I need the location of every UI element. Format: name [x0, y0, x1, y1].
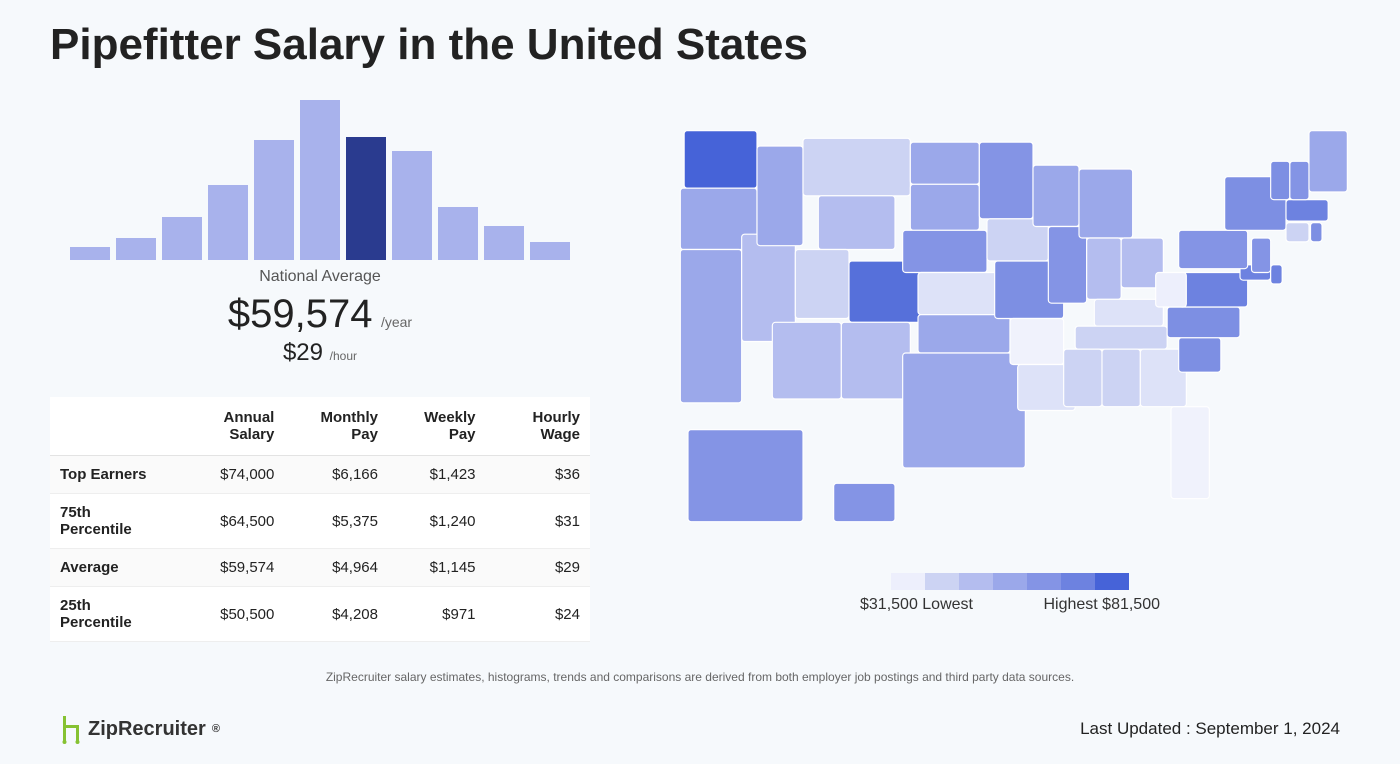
state-WI [1033, 165, 1079, 226]
salary-histogram [70, 100, 570, 260]
state-AR [1010, 319, 1064, 365]
state-KY [1094, 299, 1163, 326]
state-OK [918, 315, 1010, 353]
table-row: 25th Percentile$50,500$4,208$971$24 [50, 587, 590, 642]
state-WA [684, 131, 757, 188]
state-WY [818, 196, 895, 250]
histogram-bar [392, 151, 432, 260]
state-VA [1179, 273, 1248, 308]
footnote: ZipRecruiter salary estimates, histogram… [50, 670, 1350, 684]
state-MT [803, 138, 910, 196]
table-row: Average$59,574$4,964$1,145$29 [50, 549, 590, 587]
state-KS [918, 273, 1002, 315]
state-NM [841, 322, 910, 399]
state-NC [1167, 307, 1240, 338]
histogram-bar [300, 100, 340, 260]
state-SD [910, 184, 979, 230]
state-ID [757, 146, 803, 246]
state-WV [1156, 273, 1187, 308]
state-ND [910, 142, 979, 184]
histogram-bar [346, 137, 386, 260]
us-choropleth-map [640, 100, 1380, 560]
state-TX [903, 353, 1026, 468]
state-MS [1064, 349, 1102, 406]
state-AZ [772, 322, 841, 399]
state-UT [795, 250, 849, 319]
state-NH [1290, 161, 1309, 199]
brand-name: ZipRecruiter [88, 718, 206, 741]
state-DE [1271, 265, 1283, 284]
state-NJ [1252, 238, 1271, 273]
state-HI [834, 483, 895, 521]
annual-unit: /year [381, 314, 412, 330]
state-MI [1079, 169, 1133, 238]
state-AK [688, 430, 803, 522]
annual-salary: $59,574 [228, 292, 373, 336]
hourly-unit: /hour [330, 349, 357, 363]
state-IN [1087, 238, 1122, 299]
state-SC [1179, 338, 1221, 372]
histogram-bar [254, 140, 294, 260]
histogram-bar [208, 185, 248, 260]
state-NE [903, 230, 987, 272]
page-title: Pipefitter Salary in the United States [50, 20, 1350, 70]
state-CA [680, 250, 741, 403]
state-ME [1309, 131, 1347, 192]
histogram-bar [162, 217, 202, 260]
histogram-bar [438, 207, 478, 260]
hourly-salary: $29 [283, 339, 323, 366]
state-MN [979, 142, 1033, 219]
state-AL [1102, 349, 1140, 406]
legend-low-label: $31,500 Lowest [860, 596, 973, 614]
state-MA [1286, 200, 1328, 221]
map-legend-swatches [891, 573, 1129, 590]
salary-table: Annual SalaryMonthly PayWeekly PayHourly… [50, 397, 590, 642]
state-FL [1171, 407, 1209, 499]
table-row: Top Earners$74,000$6,166$1,423$36 [50, 456, 590, 494]
last-updated: Last Updated : September 1, 2024 [1080, 719, 1340, 739]
state-PA [1179, 230, 1248, 268]
chair-icon [60, 714, 82, 744]
histogram-label: National Average [50, 268, 590, 286]
table-row: 75th Percentile$64,500$5,375$1,240$31 [50, 494, 590, 549]
histogram-bar [484, 226, 524, 260]
state-TN [1075, 326, 1167, 349]
histogram-bar [530, 242, 570, 260]
state-RI [1311, 223, 1323, 242]
state-VT [1271, 161, 1290, 199]
legend-high-label: Highest $81,500 [1043, 596, 1160, 614]
histogram-bar [116, 238, 156, 260]
brand-logo: ZipRecruiter® [60, 714, 220, 744]
state-CT [1286, 223, 1309, 242]
histogram-bar [70, 247, 110, 260]
